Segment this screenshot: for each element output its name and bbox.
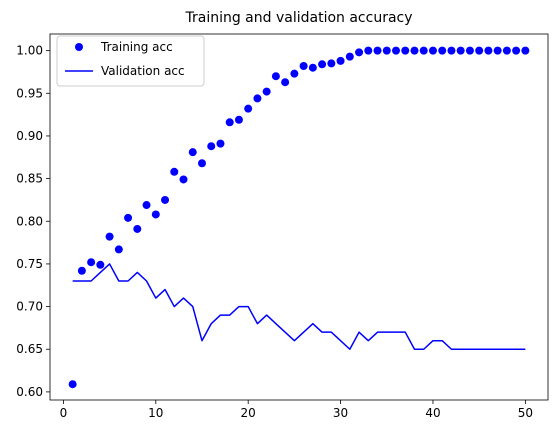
training-acc-point [77,266,86,275]
training-acc-point [493,46,502,55]
training-acc-point [253,94,262,103]
training-acc-point [336,56,345,65]
training-acc-point [234,115,243,124]
training-acc-point [151,210,160,219]
training-acc-point [447,46,456,55]
training-acc-point [170,167,179,176]
training-acc-point [161,195,170,204]
training-acc-point [465,46,474,55]
x-tick-label: 50 [518,406,533,420]
legend-box [56,35,205,87]
training-acc-point [373,46,382,55]
training-acc-point [197,159,206,168]
y-tick-label: 0.80 [16,214,43,228]
y-tick-label: 0.85 [16,172,43,186]
training-acc-point [225,118,234,127]
legend-training-marker [75,43,83,51]
x-tick-label: 20 [241,406,256,420]
training-acc-point [290,69,299,78]
legend: Training acc Validation acc [56,35,205,87]
training-acc-point [133,224,142,233]
training-acc-point [327,59,336,68]
training-acc-point [355,48,364,57]
y-tick-label: 0.60 [16,385,43,399]
training-acc-point [216,139,225,148]
training-acc-point [244,104,253,113]
training-acc-point [142,201,151,210]
x-tick-label: 30 [333,406,348,420]
training-acc-point [124,213,133,222]
training-acc-point [114,245,123,254]
training-acc-point [207,142,216,151]
training-acc-point [281,78,290,87]
training-acc-point [179,175,188,184]
y-tick-label: 0.75 [16,257,43,271]
legend-validation-label: Validation acc [101,64,185,78]
y-tick-label: 0.65 [16,342,43,356]
y-tick-label: 0.95 [16,86,43,100]
training-acc-point [419,46,428,55]
plot-frame [49,33,549,401]
legend-training-label: Training acc [100,40,173,54]
training-acc-point [456,46,465,55]
y-tick-label: 0.90 [16,129,43,143]
y-tick-label: 0.70 [16,300,43,314]
x-tick-label: 0 [60,406,68,420]
training-acc-point [299,61,308,70]
training-acc-point [87,258,96,267]
training-acc-point [521,46,530,55]
training-acc-point [410,46,419,55]
training-acc-point [345,52,354,61]
training-acc-point [364,46,373,55]
training-acc-point [392,46,401,55]
training-acc-point [438,46,447,55]
validation-acc-line [72,263,526,350]
training-acc-point [105,232,114,241]
training-acc-point [308,63,317,72]
training-acc-point [262,87,271,96]
training-acc-point [68,380,77,389]
training-acc-point [318,60,327,69]
training-acc-point [401,46,410,55]
training-acc-point [484,46,493,55]
training-acc-point [188,148,197,157]
chart-title: Training and validation accuracy [184,10,412,26]
training-acc-point [502,46,511,55]
training-acc-point [382,46,391,55]
training-acc-point [271,72,280,81]
x-tick-label: 40 [425,406,440,420]
training-acc-point [96,260,105,269]
training-acc-point [512,46,521,55]
training-acc-point [475,46,484,55]
training-acc-point [428,46,437,55]
y-tick-label: 1.00 [16,44,43,58]
x-tick-label: 10 [148,406,163,420]
